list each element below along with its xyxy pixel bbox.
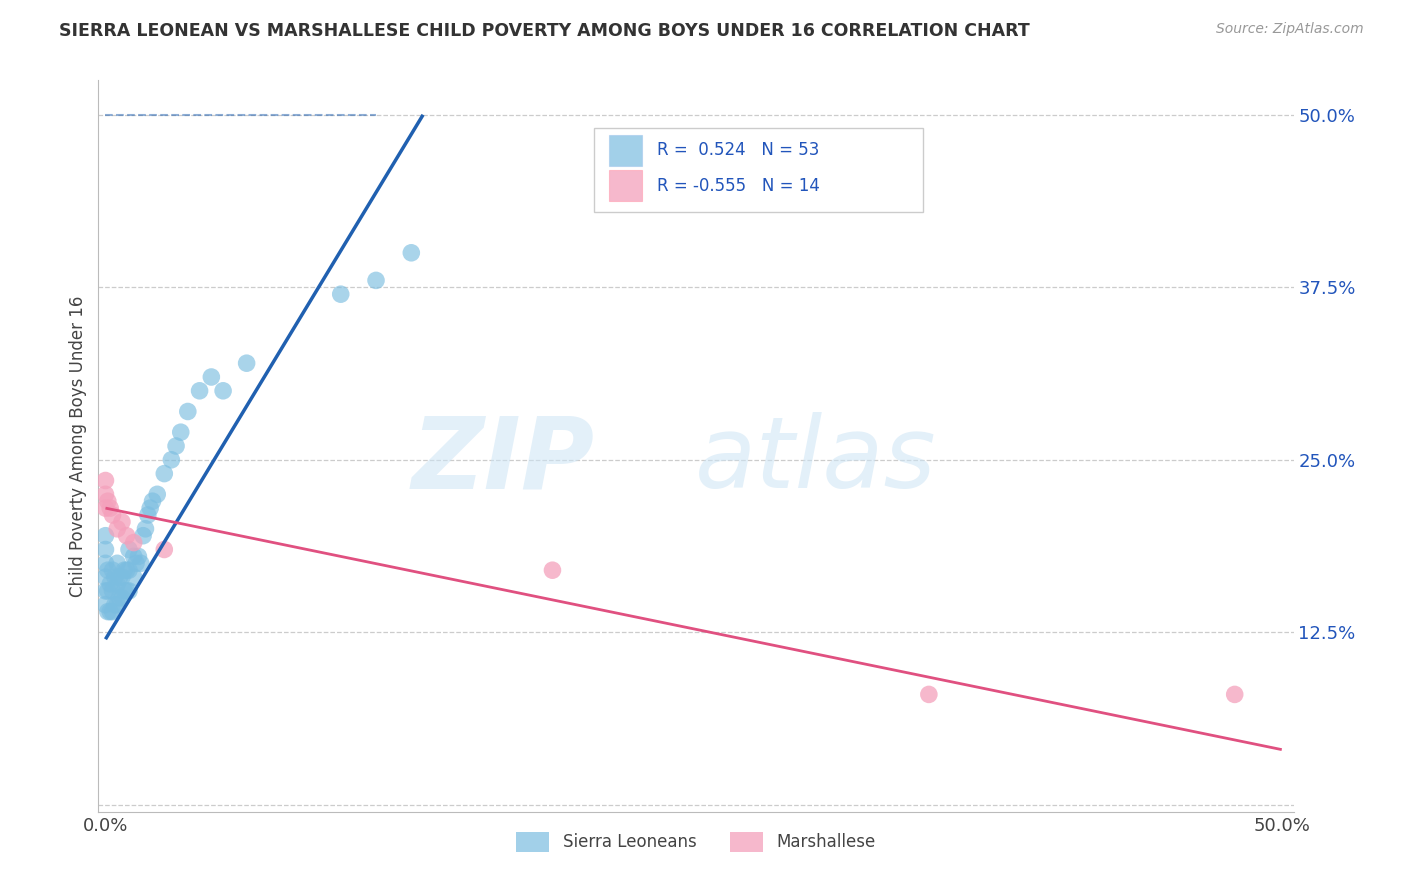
Point xyxy=(125,557,148,571)
Point xyxy=(329,287,352,301)
Point xyxy=(401,245,423,260)
Point xyxy=(112,583,135,598)
Point xyxy=(177,404,200,418)
Point xyxy=(98,605,121,619)
Point xyxy=(139,501,162,516)
Text: atlas: atlas xyxy=(695,412,936,509)
Point xyxy=(541,563,564,577)
Point xyxy=(105,522,128,536)
Point xyxy=(97,494,120,508)
Point xyxy=(98,577,121,591)
Point xyxy=(94,487,117,501)
Text: Source: ZipAtlas.com: Source: ZipAtlas.com xyxy=(1216,22,1364,37)
Point xyxy=(212,384,235,398)
Point xyxy=(97,563,120,577)
Point xyxy=(94,542,117,557)
Point xyxy=(146,487,169,501)
Point xyxy=(111,591,134,605)
Point xyxy=(134,522,156,536)
Point xyxy=(101,563,124,577)
Point xyxy=(160,452,183,467)
Point xyxy=(136,508,159,522)
Point xyxy=(94,598,117,612)
Point xyxy=(1223,687,1246,701)
Point xyxy=(165,439,187,453)
Text: R = -0.555   N = 14: R = -0.555 N = 14 xyxy=(657,177,820,194)
Point xyxy=(115,563,138,577)
Point xyxy=(235,356,257,370)
Point xyxy=(97,583,120,598)
Point xyxy=(188,384,211,398)
Point xyxy=(122,535,145,549)
Point xyxy=(97,605,120,619)
Point xyxy=(118,583,141,598)
Point xyxy=(94,557,117,571)
Point xyxy=(118,563,141,577)
Point xyxy=(104,570,127,584)
Point xyxy=(153,467,176,481)
Point xyxy=(115,529,138,543)
Legend: Sierra Leoneans, Marshallese: Sierra Leoneans, Marshallese xyxy=(509,826,883,858)
Point xyxy=(122,549,145,564)
Point xyxy=(108,591,131,605)
Point xyxy=(101,583,124,598)
Point xyxy=(108,570,131,584)
Point xyxy=(122,570,145,584)
Point xyxy=(364,273,387,287)
Point xyxy=(118,542,141,557)
Point xyxy=(94,583,117,598)
Point xyxy=(104,598,127,612)
Point xyxy=(112,563,135,577)
Point xyxy=(94,474,117,488)
Point xyxy=(94,529,117,543)
Point xyxy=(105,557,128,571)
Point xyxy=(105,598,128,612)
Bar xyxy=(609,135,643,166)
Text: SIERRA LEONEAN VS MARSHALLESE CHILD POVERTY AMONG BOYS UNDER 16 CORRELATION CHAR: SIERRA LEONEAN VS MARSHALLESE CHILD POVE… xyxy=(59,22,1029,40)
Point xyxy=(98,501,121,516)
Point xyxy=(132,529,155,543)
Text: ZIP: ZIP xyxy=(412,412,595,509)
Bar xyxy=(609,170,643,201)
Y-axis label: Child Poverty Among Boys Under 16: Child Poverty Among Boys Under 16 xyxy=(69,295,87,597)
Point xyxy=(94,570,117,584)
Point xyxy=(101,605,124,619)
Point xyxy=(101,508,124,522)
Point xyxy=(918,687,941,701)
Point xyxy=(111,515,134,529)
Text: R =  0.524   N = 53: R = 0.524 N = 53 xyxy=(657,142,818,160)
Point xyxy=(170,425,193,440)
Point xyxy=(94,501,117,516)
Point xyxy=(115,583,138,598)
Point xyxy=(129,557,152,571)
Point xyxy=(141,494,163,508)
Point xyxy=(111,570,134,584)
Point xyxy=(153,542,176,557)
Point xyxy=(200,370,222,384)
FancyBboxPatch shape xyxy=(595,128,922,212)
Point xyxy=(127,549,149,564)
Point xyxy=(105,577,128,591)
